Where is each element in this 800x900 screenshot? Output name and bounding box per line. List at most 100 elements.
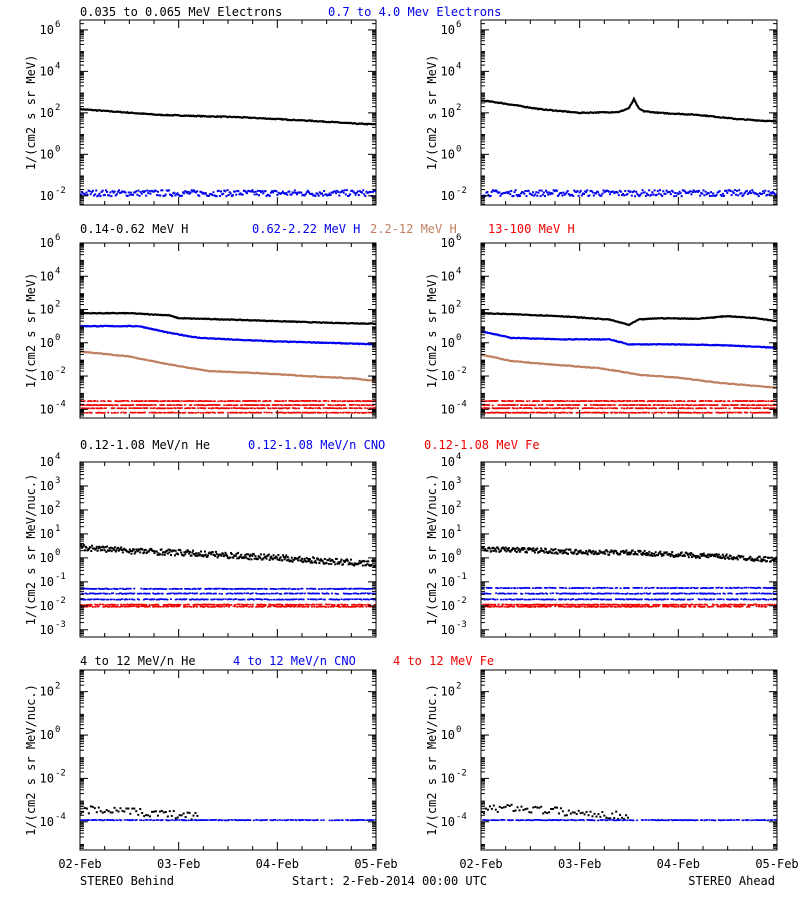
series-black-point — [187, 550, 190, 553]
series-red-point — [183, 400, 186, 403]
series-black-point — [644, 552, 647, 555]
series-red-point — [332, 407, 335, 410]
series-red-point — [580, 411, 583, 414]
series-blue-point — [499, 194, 502, 197]
series-red-point — [116, 407, 119, 410]
series-blue-point — [490, 587, 493, 589]
series-red-point — [570, 411, 573, 414]
series-red-point — [153, 404, 156, 406]
series-red-point — [561, 400, 564, 402]
series-blue-point — [366, 598, 369, 601]
series-red-point — [88, 411, 91, 414]
series-black-point — [117, 546, 120, 549]
series-red-point — [682, 400, 685, 403]
series-red-point — [248, 606, 251, 608]
series-red-point — [525, 404, 528, 406]
series-blue-point — [186, 592, 189, 595]
series-red-point — [357, 411, 360, 414]
series-black-point — [716, 554, 719, 557]
series-red-point — [367, 404, 370, 407]
series-blue-point — [84, 592, 87, 595]
series-blue-point — [575, 191, 578, 194]
series-blue-point — [663, 192, 666, 195]
series-red-point — [90, 407, 93, 410]
series-red-point — [282, 605, 285, 608]
series-red-point — [256, 407, 259, 409]
series-red-point — [534, 407, 537, 410]
series-red-point — [522, 407, 525, 410]
series-blue-point — [313, 587, 316, 590]
series-black-point — [298, 555, 301, 558]
series-red-point — [355, 400, 358, 402]
series-blue-point — [334, 588, 337, 590]
series-black-point — [136, 550, 139, 553]
series-blue-point — [610, 191, 613, 194]
series-black-point — [585, 549, 588, 552]
series-blue-point — [626, 587, 629, 589]
series-red-point — [222, 407, 225, 410]
series-blue-point — [293, 189, 296, 192]
series-blue-point — [299, 191, 302, 194]
series-red-point — [354, 400, 357, 402]
series-blue-point — [126, 587, 129, 590]
series-red-point — [95, 407, 98, 410]
series-red-point — [687, 411, 690, 414]
series-red-point — [179, 411, 182, 414]
series-blue-point — [771, 586, 774, 589]
series-title-red: 0.12-1.08 MeV Fe — [424, 438, 540, 452]
series-red-point — [618, 400, 621, 402]
series-blue-point — [82, 598, 85, 601]
series-blue-point — [676, 192, 679, 195]
series-red-point — [332, 404, 335, 407]
series-blue-point — [349, 592, 352, 595]
series-black-point — [482, 546, 485, 549]
series-black-point — [180, 551, 183, 554]
series-red-point — [317, 412, 320, 414]
series-blue-point — [729, 586, 732, 589]
y-axis-label: 1/(cm2 s sr MeV) — [24, 273, 38, 389]
series-blue-point — [102, 598, 105, 601]
series-blue-point — [329, 598, 332, 600]
series-red-point — [341, 411, 344, 414]
series-red-point — [768, 411, 771, 414]
series-red-point — [300, 400, 303, 402]
series-red-point — [295, 400, 298, 402]
series-red-point — [524, 407, 527, 409]
series-red-point — [275, 407, 278, 410]
series-red-point — [209, 411, 212, 414]
series-red-point — [670, 411, 673, 414]
series-red-point — [351, 404, 354, 406]
series-blue-point — [169, 592, 172, 595]
series-red-point — [143, 606, 146, 608]
series-blue-point — [226, 189, 229, 192]
series-blue-point — [681, 586, 684, 589]
series-red-point — [315, 400, 318, 402]
series-red-point — [332, 400, 335, 402]
series-red-point — [537, 400, 540, 402]
series-red-point — [310, 605, 313, 608]
series-blue-point — [576, 587, 579, 589]
series-red-point — [204, 605, 207, 608]
series-black-point — [728, 557, 731, 560]
series-blue-point — [101, 189, 104, 192]
series-red-point — [251, 404, 254, 406]
series-red-point — [156, 407, 159, 410]
series-red-point — [142, 411, 145, 414]
series-blue-point — [327, 593, 330, 595]
series-red-point — [362, 400, 365, 402]
series-black-point — [690, 556, 693, 559]
series-blue-point — [512, 195, 515, 198]
series-red-point — [360, 411, 363, 414]
series-red-point — [219, 603, 222, 606]
series-red-point — [135, 400, 138, 402]
series-red-point — [485, 407, 488, 409]
series-blue-point — [354, 193, 357, 196]
series-red-point — [589, 400, 592, 402]
series-blue-point — [711, 194, 714, 197]
series-red-point — [93, 404, 96, 406]
series-blue-point — [265, 592, 268, 595]
series-red-point — [184, 400, 187, 403]
series-red-point — [236, 606, 239, 608]
series-blue-point — [353, 592, 356, 595]
series-red-point — [155, 407, 158, 410]
